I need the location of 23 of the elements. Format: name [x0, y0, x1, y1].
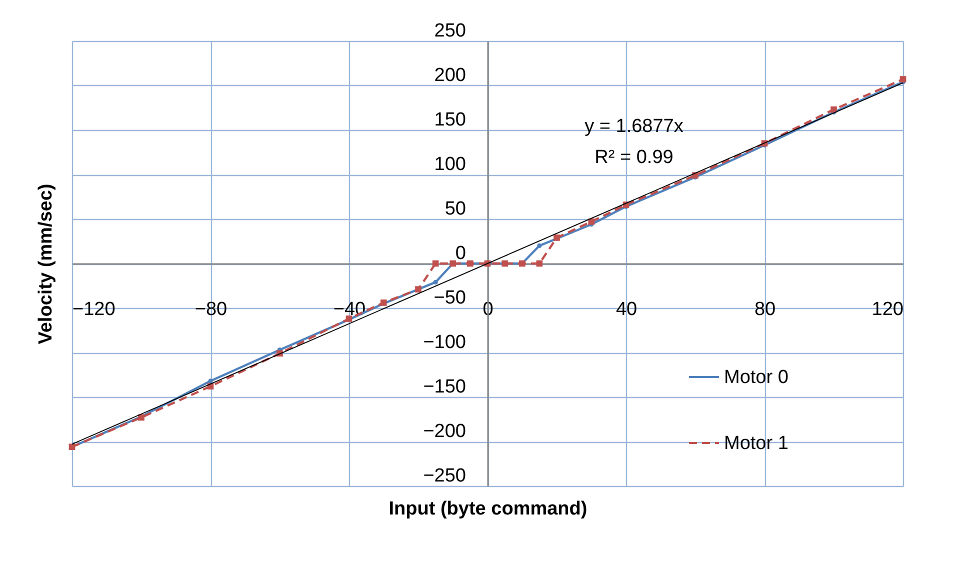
x-tick-label: 80 [754, 299, 776, 320]
x-tick-label: 40 [616, 299, 638, 320]
y-tick-label: 100 [434, 154, 466, 175]
y-tick-label: −50 [434, 288, 466, 308]
y-tick-label: −250 [423, 466, 466, 486]
x-tick-label: −120 [72, 299, 116, 320]
annotation: R² = 0.99 [594, 147, 674, 168]
y-tick-label: 200 [434, 65, 466, 86]
x-axis-title: Input (byte command) [388, 498, 588, 520]
y-axis-title: Velocity (mm/sec) [36, 184, 56, 344]
annotation: y = 1.6877x [584, 116, 684, 137]
y-tick-label: −100 [423, 332, 466, 353]
legend-label: Motor 0 [724, 367, 788, 388]
x-tick-label: 120 [872, 299, 904, 320]
y-tick-label: 50 [444, 198, 466, 220]
y-tick-label: 0 [455, 243, 466, 264]
y-tick-label: 250 [434, 20, 466, 42]
y-tick-label: −200 [423, 421, 466, 442]
x-tick-label: 0 [482, 299, 494, 320]
y-tick-label: −150 [423, 376, 466, 398]
x-tick-label: −80 [194, 299, 228, 320]
y-tick-label: 150 [434, 110, 466, 130]
legend-label: Motor 1 [724, 433, 788, 454]
